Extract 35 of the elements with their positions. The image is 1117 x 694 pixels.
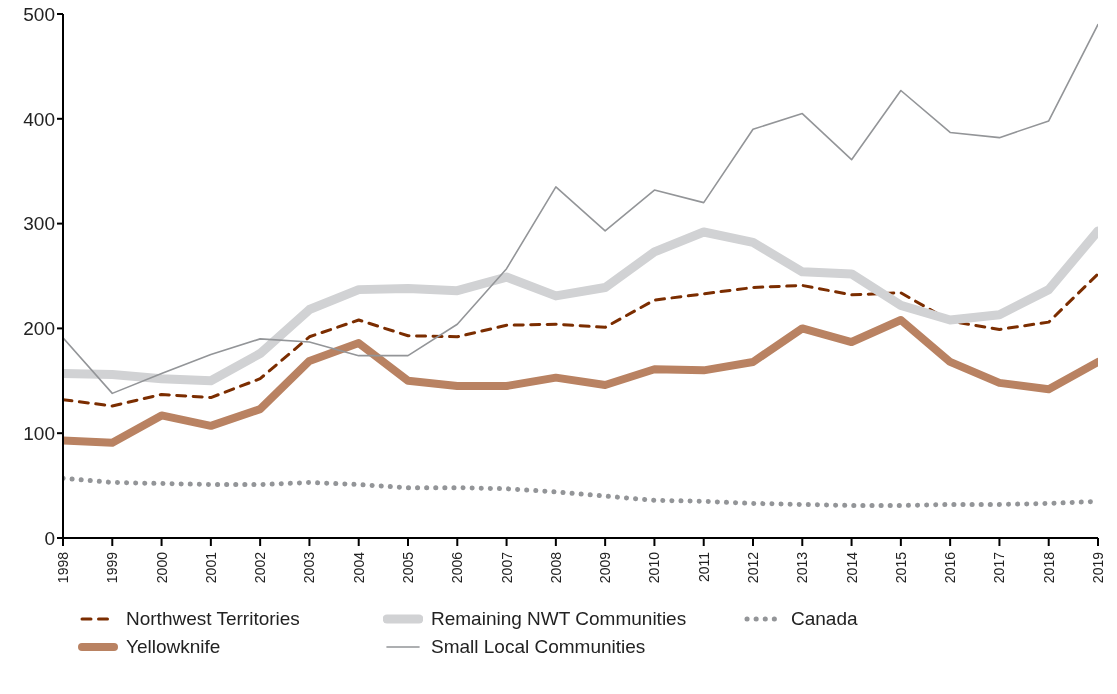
x-tick-label: 2016 <box>942 551 959 584</box>
x-tick-label: 2006 <box>449 551 466 584</box>
line-series <box>63 272 1098 408</box>
x-tick-label: 2003 <box>301 551 318 584</box>
x-tick-label: 2005 <box>400 551 416 584</box>
legend-label: Small Local Communities <box>431 636 646 658</box>
legend-label: Yellowknife <box>126 636 221 658</box>
x-tick-label: 2008 <box>547 551 564 584</box>
y-tick-label: 500 <box>23 3 55 25</box>
x-tick-label: 2014 <box>843 551 860 584</box>
x-tick-label: 2019 <box>1090 551 1106 584</box>
y-tick-label: 300 <box>23 213 55 235</box>
x-tick-label: 2000 <box>153 551 170 584</box>
x-tick-label: 1998 <box>55 551 71 584</box>
x-tick-label: 2013 <box>794 551 811 584</box>
y-tick-label: 200 <box>23 318 55 340</box>
legend-label: Canada <box>791 608 858 630</box>
x-tick-label: 2007 <box>498 551 515 584</box>
x-tick-label: 2009 <box>597 551 614 584</box>
x-tick-label: 2001 <box>202 551 219 584</box>
x-tick-label: 2015 <box>892 551 909 584</box>
x-tick-label: 2004 <box>350 551 367 584</box>
x-tick-label: 2018 <box>1040 551 1057 584</box>
x-tick-label: 2017 <box>991 551 1008 584</box>
y-tick-label: 400 <box>23 108 55 130</box>
x-tick-label: 2011 <box>695 551 712 583</box>
x-tick-label: 2002 <box>252 551 269 584</box>
y-tick-label: 100 <box>23 422 55 444</box>
x-tick-label: 2012 <box>745 551 761 584</box>
legend-label: Remaining NWT Communities <box>431 608 687 630</box>
legend-label: Northwest Territories <box>126 608 300 630</box>
y-tick-label: 0 <box>44 527 55 549</box>
line-series <box>63 23 1098 395</box>
x-tick-label: 1999 <box>104 551 121 584</box>
x-tick-label: 2010 <box>646 551 663 584</box>
